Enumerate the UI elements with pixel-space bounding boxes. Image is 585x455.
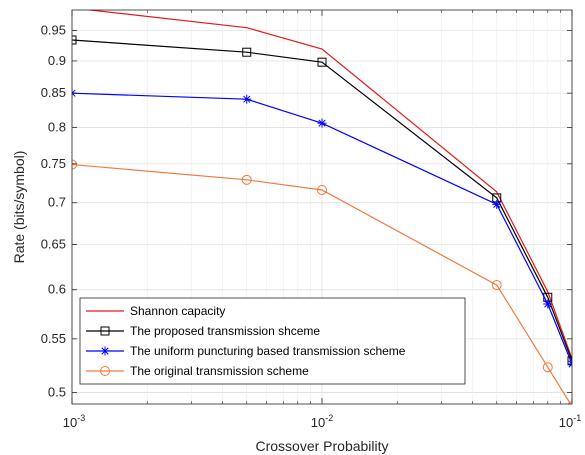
- series-line: [72, 163, 572, 404]
- star-marker-stroke: [72, 92, 76, 97]
- plot-frame: [71, 9, 573, 405]
- legend-label: Shannon capacity: [130, 304, 225, 318]
- y-tick-label: 0.5: [48, 385, 66, 400]
- legend-entry: The original transmission scheme: [86, 364, 309, 378]
- series-2: [72, 35, 572, 366]
- star-marker: [492, 199, 502, 209]
- circle-marker: [317, 184, 327, 195]
- series-layer: [72, 10, 572, 404]
- legend: Shannon capacity The proposed transmissio…: [79, 297, 466, 385]
- star-marker-stroke: [318, 119, 326, 127]
- circle-marker: [491, 280, 502, 291]
- y-tick-label: 0.95: [41, 22, 66, 37]
- series-4: [72, 159, 572, 404]
- y-tick-label: 0.75: [41, 156, 66, 171]
- star-marker-stroke: [101, 347, 109, 355]
- series-line: [72, 92, 572, 365]
- y-tick-label: 0.8: [48, 119, 66, 134]
- axis-ticks: 0.5 0.55 0.6 0.65 0.7 0.75 0.8 0.85 0.9 0.95 10-3 1…: [41, 10, 581, 430]
- legend-label: The uniform puncturing based transmissio…: [130, 344, 406, 358]
- star-marker: [567, 359, 572, 369]
- x-tick-label: 10-2: [311, 413, 333, 430]
- series-line: [84, 10, 572, 359]
- star-marker: [317, 118, 327, 128]
- square-marker: [242, 47, 252, 57]
- y-tick-label: 0.6: [48, 282, 66, 297]
- star-marker-stroke: [568, 360, 572, 365]
- legend-label: The proposed transmission shceme: [130, 324, 320, 338]
- series-1: [84, 10, 572, 359]
- y-axis-label: Rate (bits/symbol): [11, 151, 27, 264]
- square-marker: [317, 57, 327, 67]
- circle-marker: [542, 362, 553, 373]
- circle-marker: [241, 174, 252, 185]
- series-line: [72, 39, 572, 362]
- circle-marker: [72, 159, 77, 170]
- star-marker: [242, 94, 252, 104]
- star-marker: [543, 299, 553, 309]
- y-tick-label: 0.65: [41, 237, 66, 252]
- legend-entry: The proposed transmission shceme: [86, 324, 320, 338]
- y-tick-label: 0.85: [41, 85, 66, 100]
- legend-entry: Shannon capacity: [86, 304, 225, 318]
- y-tick-label: 0.9: [48, 53, 66, 68]
- x-axis-label: Crossover Probability: [255, 438, 388, 454]
- circle-marker: [100, 366, 110, 376]
- x-tick-label: 10-3: [63, 413, 85, 430]
- square-marker: [100, 326, 110, 336]
- star-marker-stroke: [544, 300, 552, 308]
- legend-box: [79, 297, 466, 385]
- star-marker-stroke: [568, 363, 572, 368]
- legend-entry: The uniform puncturing based transmissio…: [86, 344, 406, 358]
- star-marker-stroke: [72, 89, 76, 94]
- square-marker: [72, 35, 77, 45]
- legend-label: The original transmission scheme: [130, 364, 309, 378]
- x-tick-label: 10-1: [559, 413, 581, 430]
- square-marker: [567, 356, 572, 366]
- star-marker: [100, 346, 110, 356]
- star-marker-stroke: [493, 200, 501, 208]
- star-marker-stroke: [243, 95, 251, 103]
- y-tick-label: 0.55: [41, 331, 66, 346]
- y-tick-label: 0.7: [48, 195, 66, 210]
